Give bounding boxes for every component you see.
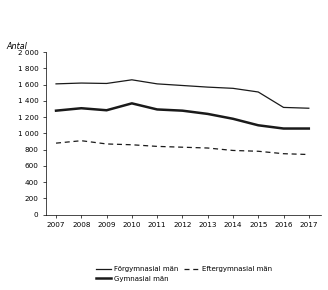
Text: Antal: Antal	[7, 42, 28, 51]
Text: Diagram 3.9 Påverkbar slutenvård vid hjärtsvikt, diabetes,
astma eller KOL, män: Diagram 3.9 Påverkbar slutenvård vid hjä…	[3, 2, 283, 23]
Legend: Förgymnasial män, Gymnasial män, Eftergymnasial män: Förgymnasial män, Gymnasial män, Eftergy…	[93, 264, 275, 284]
